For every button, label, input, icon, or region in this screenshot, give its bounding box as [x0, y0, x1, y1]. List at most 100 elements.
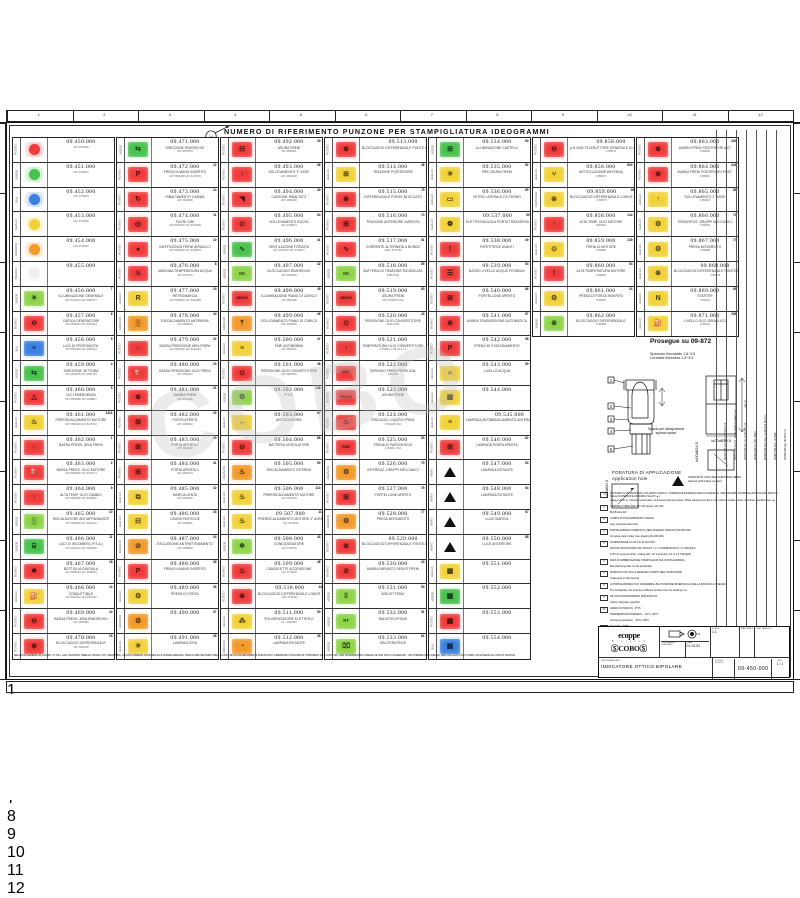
- symbol-row[interactable]: ROSSO PARK 09.525.000 FRENA DI PARCHEGGIO 47…: [325, 435, 426, 461]
- symbol-row[interactable]: ARANCIO ⚙ 09.528.000 PRESA MOVIMENTO 77: [325, 509, 426, 535]
- symbol-row[interactable]: ROSSO ▦ 09.553.000: [429, 609, 530, 634]
- symbol-row[interactable]: ARANCIO ◔ 09.512.000 LAMPADA ROTANTE 45: [221, 633, 322, 659]
- symbol-row[interactable]: GIALLO ⊞ 09.514.000 TRAZIONE POSTERIORE 48: [325, 162, 426, 188]
- symbol-row[interactable]: GIALLO ⑂ 09.856.000 ARTICOLAZIONE ANTENNA 47…: [533, 162, 634, 188]
- symbol-row[interactable]: VERDE ⚙ 09.502.000 P.T.O. 148: [221, 385, 322, 411]
- symbol-row[interactable]: GIALLO 09.453.000 24V 4766032: [13, 212, 114, 238]
- symbol-row[interactable]: GIALLO R 09.477.000 RETROMARCIA 24V 5345900 …: [117, 286, 218, 312]
- symbol-row[interactable]: NERO 09.547.000 LAMPADA ROTANTE 63: [429, 460, 530, 486]
- symbol-row[interactable]: GIALLO ⚙ 09.489.000 PRESA DI FORZA 36: [117, 584, 218, 610]
- symbol-row[interactable]: GIALLO ⧉ 09.485.000 MARCIA LENTA 24V 4964018…: [117, 485, 218, 510]
- symbol-row[interactable]: GIALLO ≡ 09.545.000 LAMPADA ANTIBBAGLIAMENT…: [429, 410, 530, 436]
- symbol-row[interactable]: ARANCIO ▒ 09.478.000 RISCALDAMENTO ANTIBRIN…: [117, 311, 218, 337]
- symbol-row[interactable]: ROSSO ⊖ 09.504.000 BATTERIA-VENTILATORE 68: [221, 435, 322, 461]
- symbol-row[interactable]: GIALLO ⁂ 09.511.000 POLVERIZZATORE ELETTRIC…: [221, 609, 322, 634]
- symbol-row[interactable]: ROSSO ⊖ 09.457.000 CARICA GENERATORE 24V 550…: [13, 311, 114, 337]
- symbol-row[interactable]: ARANCIO ⚙ 09.526.000 INTERRUZ. GRUPPI MECCA…: [325, 460, 426, 486]
- symbol-row[interactable]: ROSSO △ 09.460.000 LUCI EMERGENZA 24V 550428…: [13, 385, 114, 411]
- symbol-row[interactable]: ROSSO ☰ 09.539.000 BASSO LIVELLO ACQUA POTA…: [429, 261, 530, 287]
- symbol-row[interactable]: ROSSO 09.450.000 24V 4766008: [13, 138, 114, 163]
- symbol-row[interactable]: VERDE ∿ 09.496.000 VENTILAZIONE FORZATA 24V …: [221, 237, 322, 262]
- symbol-row[interactable]: ROSSO ⊞ 09.482.000 PORTA APERTA 24V 4964910 2…: [117, 410, 218, 436]
- symbol-row[interactable]: ROSSO ⊗ 09.515.000 DIFFERENZIALE PONTE BLOC…: [325, 187, 426, 213]
- symbol-row[interactable]: ROSSO ○ 09.462.000 BASSA PRESS. ARIA FRENI 1: [13, 435, 114, 461]
- symbol-row[interactable]: GIALLO ⚙ 09.861.000 PRESA DI FORZA INSERITA…: [533, 286, 634, 312]
- symbol-row[interactable]: ROSSO ⊞ 09.540.000 PORTELLONE APERTO 66: [429, 286, 530, 312]
- symbol-row[interactable]: ROSSO ⊖ 09.469.000 BASSA PRESS. ARIA RIMORC…: [13, 609, 114, 634]
- symbol-row[interactable]: GIALLO ▭ 09.536.000 VETRO LATERALE DX FERMO…: [429, 187, 530, 213]
- symbol-row[interactable]: ROSSO ↑ 09.521.000 TEMPERATURA OLIO CONVERT…: [325, 336, 426, 362]
- symbol-row[interactable]: ROSSO ⊗ 09.470.000 BLOCCAGGIO DIFFERENZIALE…: [13, 633, 114, 659]
- symbol-row[interactable]: ROSSO ∿ 09.517.000 CORRENTE ALTERNATA A BOR…: [325, 237, 426, 262]
- symbol-row[interactable]: VERDE ▦ 09.552.000: [429, 584, 530, 610]
- symbol-row[interactable]: GIALLO ▦ 09.544.000: [429, 385, 530, 411]
- symbol-row[interactable]: VERDE ⇆ 09.471.000 DIREZIONE RIMORCHIO 24V 5…: [117, 138, 218, 163]
- symbol-row[interactable]: VERDE 09.451.000 24V 4766016: [13, 162, 114, 188]
- symbol-row[interactable]: ROSSO ⊞ 09.546.000 LAMPADA PORTA APERTA 62: [429, 435, 530, 461]
- symbol-row[interactable]: NERO 09.548.000 LAMPADA ROTANTE 64: [429, 485, 530, 510]
- symbol-row[interactable]: ROSSO ◥ 09.494.000 CASSONE RIBALTATO 24V 496…: [221, 187, 322, 213]
- symbol-row[interactable]: ROSSO ♨ 09.509.000 CANDELETTE ACCENSIONE 12V…: [221, 559, 322, 585]
- symbol-row[interactable]: VERDE ⌧ 09.533.000 OBLITERATRICE 61: [325, 633, 426, 659]
- symbol-row[interactable]: GIALLO ☀ 09.535.000 PRE USURA FRENI 52: [429, 162, 530, 188]
- symbol-row[interactable]: GIALLO ↔ 09.503.000 ARTICOLATORE 67: [221, 410, 322, 436]
- symbol-row[interactable]: ROSSO ⊞ 09.527.000 PORTELLONE APERTO 76: [325, 485, 426, 510]
- symbol-row[interactable]: ROSSO ⊞ 09.483.000 PORTA APERTA 1 24V 496401…: [117, 435, 218, 461]
- symbol-row[interactable]: BIANCO 09.455.000: [13, 261, 114, 287]
- symbol-row[interactable]: GIALLO ⚙ 09.867.000 PRESA MOVIMENTO 4768098 7…: [637, 237, 738, 262]
- symbol-row[interactable]: ROSSO ⊘ 09.530.000 AVARIA IMPIANTO SERVO FR…: [325, 559, 426, 585]
- symbol-row[interactable]: GIALLO ⊗ 09.868.000 BLOCCAGGIO DIFFERENZIAL…: [637, 261, 738, 287]
- symbol-row[interactable]: ROSSO P 09.542.000 FRENO DI STAZIONAMENTO 58: [429, 336, 530, 362]
- symbol-row[interactable]: GIALLO ♨ 09.506.000 PRERISCALDAMENTO MOTORE…: [221, 485, 322, 510]
- symbol-row[interactable]: GIALLO ♨ 09.461.000 PRERISCALDAMENTO MOTORE…: [13, 410, 114, 436]
- symbol-row[interactable]: ROSSO BRAKE 09.498.000 ILLUMINAZIONE PIANO …: [221, 286, 322, 312]
- symbol-row[interactable]: ROSSO! 09.860.000 ALTA TEMPERATURA MOTORE 4…: [533, 261, 634, 287]
- symbol-row[interactable]: ROSSO ⊗ 09.529.000 BLOCCAGGIO DIFFERENZIALE…: [325, 534, 426, 560]
- symbol-row[interactable]: ROSSO ⊗ 09.863.000 AVARIA FRENI POSTERIORI …: [637, 138, 738, 163]
- symbol-row[interactable]: ROSSO ♨ 09.476.000 MASSIMA TEMPERATURA ACQU…: [117, 261, 218, 287]
- symbol-row[interactable]: ROSSO ⊙ 09.495.000 SOLLEVAMENTO RUOTA 24V 47…: [221, 212, 322, 238]
- symbol-row[interactable]: ROSSO! 09.538.000 RIPETITRICE AVANTI 49: [429, 237, 530, 262]
- symbol-row[interactable]: ROSSO ⊗ 09.510.000 BLOCCAGGIO DIFFERENZIALE…: [221, 584, 322, 610]
- symbol-row[interactable]: ROSSO BRAKE 09.523.000 USURA FRENI: [325, 385, 426, 411]
- symbol-row[interactable]: GIALLO ↑ 09.865.000 SOLLEVAMENTO 2° ASSE 476…: [637, 187, 738, 213]
- symbol-row[interactable]: ROSSO ⊙ 09.501.000 PRESSIONE OLIO CONVERTIT…: [221, 361, 322, 386]
- symbol-row[interactable]: VERDE ❄ 09.508.000 CONDIZIONATORE 12V 474607…: [221, 534, 322, 560]
- symbol-row[interactable]: GIALLO ▦ 09.551.000: [429, 559, 530, 585]
- symbol-row[interactable]: ARANCIO ⤒ 09.499.000 SOLLEVAMENTO PIANO DI …: [221, 311, 322, 337]
- symbol-row[interactable]: NERO 09.549.000 LUCE MARCIA 67: [429, 509, 530, 535]
- symbol-row[interactable]: CENTRALE ⊗ 09.859.000 BLOCCAGGIO DIFFERENZI…: [533, 187, 634, 213]
- symbol-row[interactable]: GIALLO ❁ 09.537.000 ELETTROVALVOLA PORTA TR…: [429, 212, 530, 238]
- symbol-row[interactable]: VERDE RT 09.532.000 RADIOTELEFONO 51: [325, 609, 426, 634]
- symbol-row[interactable]: VERDE ⌸ 09.466.000 LUCI DI INGOMBRO (P.S.A.…: [13, 534, 114, 560]
- symbol-row[interactable]: ROSSO ⊗ 09.513.000 BLOCCAGGIO DIFFERENZIALE…: [325, 138, 426, 163]
- symbol-row[interactable]: BLU ▦ 09.554.000: [429, 633, 530, 659]
- symbol-row[interactable]: GIALLO N 09.869.000 STARTER 4768102 69: [637, 286, 738, 312]
- symbol-row[interactable]: ROSSO ⊟ 09.492.000 USURA FRENI 24V 4956211 39: [221, 138, 322, 163]
- symbol-row[interactable]: GIALLO ⊟ 09.486.000 USURA PASTIGLIE 24V 4968…: [117, 509, 218, 535]
- symbol-row[interactable]: VERDE ☀ 09.456.000 ILLUMINAZIONE GENERALE 24…: [13, 286, 114, 312]
- symbol-row[interactable]: VERDE ⌷ 09.531.000 BIGLIETTERIA 50: [325, 584, 426, 610]
- symbol-row[interactable]: ROSSO ✵ 09.467.000 BOTTIGLIA GIUGIULA 24V 55…: [13, 559, 114, 585]
- symbol-row[interactable]: GIALLO ⚙ 09.866.000 PREDISPOS. GRUPPI MECCA…: [637, 212, 738, 238]
- symbol-row[interactable]: GIALLO ♨ 09.507.000 PRERISCALDAMENTO MOTORE…: [221, 509, 322, 535]
- symbol-row[interactable]: ROSSO ⛽ 09.480.000 BASSA PRESSIONE OLIO FRE…: [117, 361, 218, 386]
- symbol-row[interactable]: ROSSO ◎ 09.474.000 FUORI GIRI 24V 5164206 12…: [117, 212, 218, 238]
- symbol-row[interactable]: ARANCIO ♨ 09.505.000 RISCALDAMENTO INTERNO 6…: [221, 460, 322, 486]
- symbol-row[interactable]: ROSSO ○ 09.479.000 BASSA PRESSIONE ARIA FRE…: [117, 336, 218, 362]
- symbol-row[interactable]: GIALLO ≡ 09.500.000 FARI ANTINEBBIA 24V 4863…: [221, 336, 322, 362]
- symbol-row[interactable]: ROSSO ⊖ 09.858.000 p.S.4000 TELERUTTORE GEN…: [533, 138, 634, 163]
- symbol-row[interactable]: ROSSO ♨ 09.524.000 RISCALDO LIQUIDO FRENI 47…: [325, 410, 426, 436]
- symbol-row[interactable]: GIALLO ⛽ 09.468.000 CONDUTTIBILE 24V 5502142…: [13, 584, 114, 610]
- symbol-row[interactable]: ROSSO ⊞ 09.516.000 TRAZIONE ANTERIORE INSER…: [325, 212, 426, 238]
- symbol-row[interactable]: ARANCIO 09.454.000 24V 4766040: [13, 237, 114, 262]
- symbol-row[interactable]: VERDE OK 09.497.000 BLOCCAGGIO RIMORCHIO 24V…: [221, 261, 322, 287]
- symbol-row[interactable]: ROSSO BRAKE 09.519.000 USURA FRENI 36V 47392…: [325, 286, 426, 312]
- symbol-row[interactable]: ROSSO ⛽ 09.463.000 BASSA PRESS. OLIO MOTORE…: [13, 460, 114, 486]
- symbol-row[interactable]: ARANCIO ⊘ 09.487.000 ESCLUSIONE ANTIPATTINA…: [117, 534, 218, 560]
- symbol-row[interactable]: ROSSO ⊞ 09.484.000 PORTA APERTA 2 24V 496401…: [117, 460, 218, 486]
- symbol-row[interactable]: ROSSO ⊗ 09.864.000 AVARIA FRENI POSTERIORI …: [637, 162, 738, 188]
- symbol-row[interactable]: ROSSO SERV 09.522.000 SERVIZIO FRENI PERSI …: [325, 361, 426, 386]
- symbol-row[interactable]: ROSSO ● 09.475.000 INEFFICIENZA FRENI IDRAU…: [117, 237, 218, 262]
- symbol-row[interactable]: ARANCIO ⚙ 09.490.000 37: [117, 609, 218, 634]
